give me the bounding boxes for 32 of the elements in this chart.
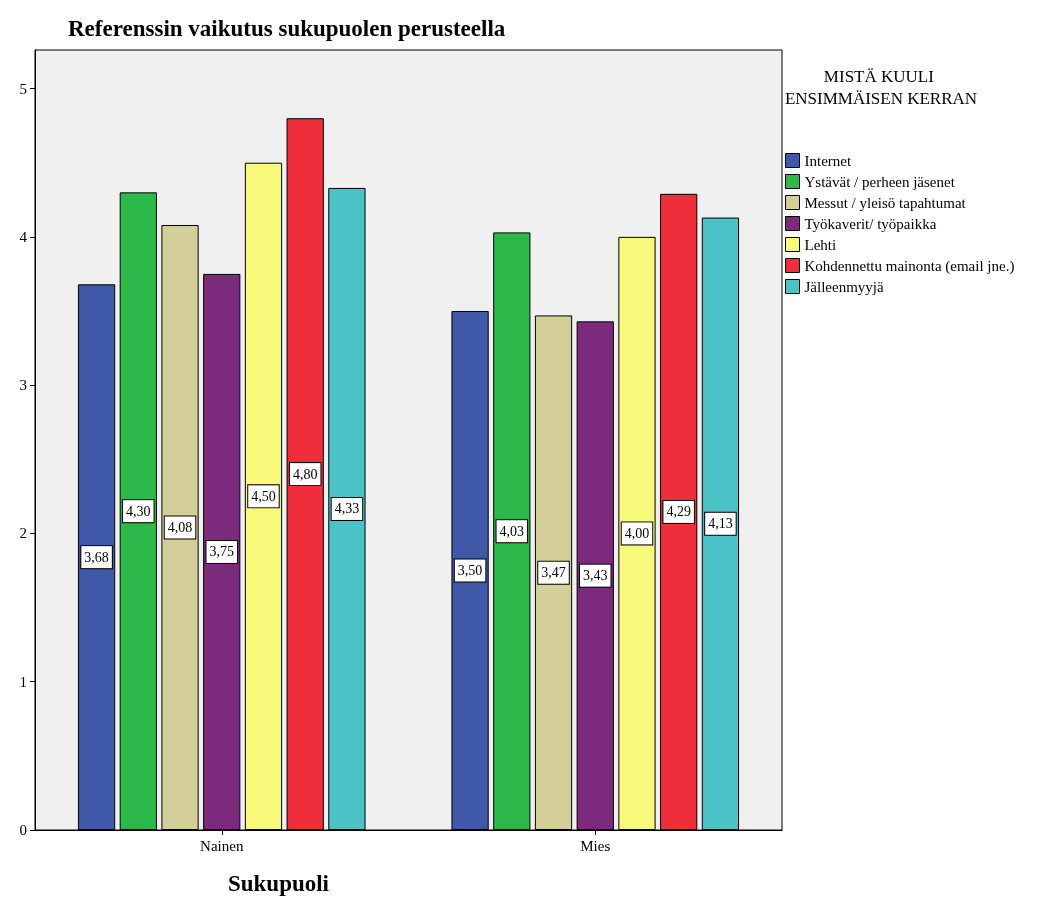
data-label: 4,50 <box>251 488 276 504</box>
legend-label: Työkaverit/ työpaikka <box>804 215 937 232</box>
x-tick-label: Mies <box>580 837 611 854</box>
x-tick-label: Nainen <box>200 837 244 854</box>
data-label: 3,47 <box>541 565 566 581</box>
data-label: 3,43 <box>583 568 608 584</box>
data-label: 4,00 <box>624 525 650 541</box>
x-axis-title: Sukupuoli <box>227 871 330 896</box>
data-label: 4,33 <box>334 501 360 517</box>
legend-label: Ystävät / perheen jäsenet <box>804 173 956 190</box>
y-tick-label: 4 <box>19 228 28 245</box>
legend-label: Internet <box>804 152 852 169</box>
y-tick-label: 5 <box>19 80 27 97</box>
legend-title: MISTÄ KUULI ENSIMMÄISEN KERRAN <box>784 66 978 108</box>
data-label: 4,08 <box>167 519 193 535</box>
data-label: 4,29 <box>666 504 691 520</box>
data-label: 4,13 <box>708 516 733 532</box>
y-tick-label: 2 <box>19 525 27 542</box>
data-label: 4,80 <box>292 466 318 482</box>
legend-label: Messut / yleisö tapahtumat <box>804 194 967 211</box>
y-tick-label: 0 <box>19 822 27 838</box>
data-label: 4,30 <box>126 503 151 519</box>
legend-label: Jälleenmyyjä <box>804 278 884 295</box>
data-label: 4,03 <box>499 523 525 539</box>
y-tick-label: 1 <box>19 673 27 690</box>
chart-title: Referenssin vaikutus sukupuolen perusteella <box>68 16 506 41</box>
data-label: 3,68 <box>84 549 109 565</box>
legend-label: Kohdennettu mainonta (email jne.) <box>804 257 1015 275</box>
legend-label: Lehti <box>804 236 837 253</box>
data-label: 3,75 <box>209 544 234 560</box>
y-tick-label: 3 <box>19 377 27 394</box>
data-label: 3,50 <box>457 562 483 578</box>
